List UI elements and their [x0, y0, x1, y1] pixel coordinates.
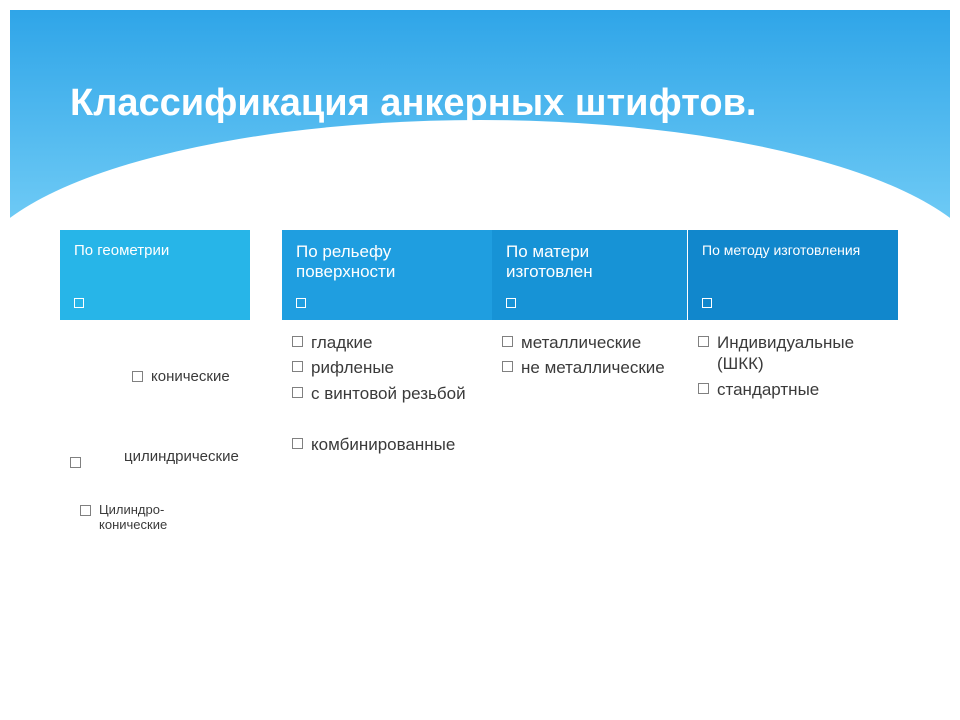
slide: Классификация анкерных штифтов. По геоме… [10, 10, 950, 710]
column-body-method: Индивидуальные (ШКК) стандартные [688, 320, 898, 412]
column-header-geometry: По геометрии [60, 230, 250, 320]
list-item: конические [132, 368, 230, 385]
list-item: стандартные [698, 379, 890, 400]
list-item: комбинированные [292, 434, 484, 455]
header-bullet-icon [296, 298, 306, 308]
bullet-icon [292, 387, 303, 398]
column-material: По матери изготовлен металлические не мета… [492, 230, 687, 391]
list-item-label: конические [151, 368, 230, 385]
bullet-icon [292, 336, 303, 347]
columns-container: По геометрии конические цилиндрические Цили… [60, 230, 920, 630]
column-header-method: По методу изготовления [688, 230, 898, 320]
list-item-label: рифленые [311, 357, 394, 378]
header-bullet-icon [702, 298, 712, 308]
bullet-icon [698, 383, 709, 394]
column-body-geometry: конические цилиндрические Цилиндро-коничес… [60, 320, 250, 580]
column-body-surface: гладкие рифленые с винтовой резьбой комбини… [282, 320, 492, 467]
list-item-label: цилиндрические [124, 448, 239, 465]
list-item-label: Цилиндро-конические [99, 502, 229, 532]
column-header-text: По геометрии [74, 242, 236, 259]
list-item: гладкие [292, 332, 484, 353]
header-bullet-icon [506, 298, 516, 308]
header-band: Классификация анкерных штифтов. [10, 10, 950, 220]
list-item: Цилиндро-конические [80, 502, 229, 532]
bullet-icon [502, 361, 513, 372]
bullet-icon [292, 361, 303, 372]
header-bullet-icon [74, 298, 84, 308]
column-body-material: металлические не металлические [492, 320, 687, 391]
column-method: По методу изготовления Индивидуальные (ШК… [688, 230, 898, 412]
list-item-label: металлические [521, 332, 641, 353]
content-area: По геометрии конические цилиндрические Цили… [60, 230, 920, 690]
list-item-label: гладкие [311, 332, 373, 353]
list-item: рифленые [292, 357, 484, 378]
list-item-label: с винтовой резьбой [311, 383, 466, 404]
bullet-icon [502, 336, 513, 347]
list-item: не металлические [502, 357, 679, 378]
list-item-label: комбинированные [311, 434, 455, 455]
column-header-surface: По рельефу поверхности [282, 230, 492, 320]
column-header-text: По методу изготовления [702, 242, 884, 258]
bullet-icon [698, 336, 709, 347]
column-geometry: По геометрии конические цилиндрические Цили… [60, 230, 250, 580]
list-item: Индивидуальные (ШКК) [698, 332, 890, 375]
column-header-text: По матери изготовлен [506, 242, 673, 282]
list-item: металлические [502, 332, 679, 353]
list-item: с винтовой резьбой [292, 383, 484, 404]
bullet-icon [80, 505, 91, 516]
bullet-icon [292, 438, 303, 449]
page-title: Классификация анкерных штифтов. [70, 82, 910, 125]
column-header-material: По матери изготовлен [492, 230, 687, 320]
bullet-icon [132, 371, 143, 382]
bullet-icon [70, 454, 81, 468]
column-surface: По рельефу поверхности гладкие рифленые с в… [282, 230, 492, 467]
list-item: цилиндрические [124, 448, 239, 465]
column-header-text: По рельефу поверхности [296, 242, 478, 282]
list-item-label: не металлические [521, 357, 665, 378]
list-item-label: Индивидуальные (ШКК) [717, 332, 887, 375]
list-item-label: стандартные [717, 379, 819, 400]
